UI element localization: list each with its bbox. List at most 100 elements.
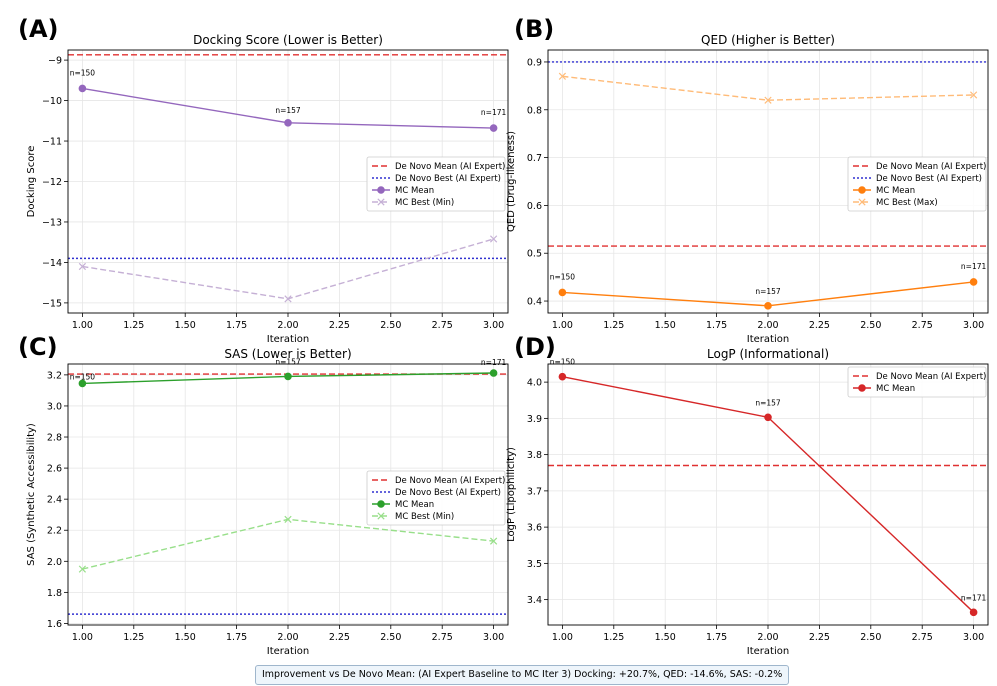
chart-title: Docking Score (Lower is Better): [193, 33, 383, 47]
data-point: [284, 119, 292, 127]
data-point: [558, 72, 567, 80]
data-point: [489, 235, 498, 243]
x-axis-label: Iteration: [267, 334, 309, 345]
data-point: [764, 96, 772, 104]
y-tick-label: 3.7: [527, 486, 542, 497]
chart-title: SAS (Lower is Better): [224, 347, 351, 361]
legend-marker: [377, 198, 385, 206]
improvement-summary-box: Improvement vs De Novo Mean: (AI Expert …: [255, 665, 790, 685]
y-tick-label: −11: [42, 137, 62, 148]
legend-marker: [377, 186, 385, 194]
sample-size-annotation: n=171: [481, 358, 507, 367]
sample-size-annotation: n=171: [961, 593, 987, 602]
y-tick-label: −14: [42, 258, 62, 269]
x-tick-label: 2.00: [277, 320, 298, 331]
x-tick-label: 1.50: [655, 320, 676, 331]
x-tick-label: 1.50: [655, 632, 676, 643]
x-tick-label: 2.50: [380, 320, 401, 331]
data-point: [284, 372, 292, 381]
y-tick-label: 3.9: [527, 414, 542, 425]
x-tick-label: 1.75: [226, 632, 247, 643]
plot-area: [68, 54, 508, 303]
x-tick-label: 1.00: [72, 320, 93, 331]
legend-marker: [858, 186, 866, 194]
legend-label: MC Mean: [876, 384, 915, 394]
x-tick-label: 1.75: [226, 320, 247, 331]
x-tick-label: 2.25: [809, 632, 830, 643]
data-point: [489, 537, 498, 545]
y-tick-label: 4.0: [527, 378, 542, 389]
y-tick-label: 2.4: [47, 495, 62, 506]
x-tick-label: 2.00: [277, 632, 298, 643]
x-tick-label: 3.00: [483, 320, 504, 331]
x-tick-label: 2.75: [912, 632, 933, 643]
sample-size-annotation: n=157: [275, 357, 301, 366]
axes-frame: [547, 49, 989, 314]
x-tick-label: 2.25: [809, 320, 830, 331]
legend-label: MC Mean: [395, 186, 434, 196]
data-point: [78, 379, 87, 388]
sample-size-annotation: n=150: [550, 272, 576, 281]
plot-area: [548, 372, 988, 617]
chart-panel-4: (D) LogP (Informational) 1.00 1.25 1.50 1.75 2…: [506, 333, 989, 657]
sample-size-annotation: n=150: [550, 358, 576, 367]
legend-label: De Novo Best (AI Expert): [395, 488, 501, 498]
x-tick-label: 1.25: [123, 320, 144, 331]
x-tick-label: 1.25: [123, 632, 144, 643]
y-tick-label: 0.4: [527, 297, 542, 308]
x-tick-label: 1.25: [603, 632, 624, 643]
y-tick-label: 3.6: [527, 523, 542, 534]
x-tick-label: 2.25: [329, 632, 350, 643]
legend-label: De Novo Best (AI Expert): [876, 174, 982, 184]
legend-label: MC Mean: [395, 500, 434, 510]
panel-letter: (B): [514, 15, 554, 43]
legend-label: De Novo Mean (AI Expert): [876, 162, 986, 172]
x-tick-label: 2.75: [912, 320, 933, 331]
x-tick-label: 1.00: [72, 632, 93, 643]
x-tick-label: 2.25: [329, 320, 350, 331]
x-tick-label: 3.00: [963, 632, 984, 643]
x-tick-label: 1.75: [706, 632, 727, 643]
data-point: [78, 262, 87, 271]
x-tick-label: 3.00: [963, 320, 984, 331]
data-point: [558, 372, 567, 381]
y-axis-label: LogP (Lipophilicity): [506, 447, 517, 542]
data-point: [558, 288, 567, 297]
data-point: [489, 369, 498, 377]
sample-size-annotation: n=157: [755, 398, 781, 407]
legend-label: De Novo Mean (AI Expert): [395, 162, 505, 172]
x-tick-label: 2.00: [757, 320, 778, 331]
data-point: [969, 278, 978, 286]
sample-size-annotation: n=157: [755, 287, 781, 296]
data-point: [969, 608, 978, 617]
x-tick-label: 1.00: [552, 320, 573, 331]
panel-letter: (D): [514, 333, 556, 361]
data-point: [284, 295, 292, 303]
y-tick-label: 3.0: [47, 401, 62, 412]
legend-box: [847, 366, 987, 398]
y-tick-label: 0.7: [527, 153, 542, 164]
sample-size-annotation: n=150: [70, 68, 96, 77]
y-tick-label: 2.0: [47, 557, 62, 568]
x-tick-label: 2.00: [757, 632, 778, 643]
y-tick-label: −10: [42, 96, 62, 107]
y-axis-label: QED (Drug-likeness): [506, 131, 517, 232]
data-point: [764, 302, 772, 310]
chart-title: LogP (Informational): [707, 347, 829, 361]
legend-box: [366, 156, 506, 212]
y-axis-label: Docking Score: [26, 146, 37, 218]
x-tick-label: 1.75: [706, 320, 727, 331]
chart-panel-2: (B) QED (Higher is Better) 1.00 1.25 1.50 1.7…: [506, 15, 989, 345]
x-tick-label: 1.50: [175, 632, 196, 643]
chart-panel-1: (A) Docking Score (Lower is Better) 1.00 1.…: [18, 15, 509, 345]
x-tick-label: 2.50: [860, 632, 881, 643]
data-point: [764, 413, 772, 422]
legend-marker: [377, 512, 385, 520]
legend-marker: [858, 384, 866, 392]
legend-label: De Novo Best (AI Expert): [395, 174, 501, 184]
panel-letter: (A): [18, 15, 59, 43]
data-point: [284, 515, 292, 523]
axes-frame: [67, 363, 509, 626]
y-tick-label: 3.2: [47, 370, 62, 381]
